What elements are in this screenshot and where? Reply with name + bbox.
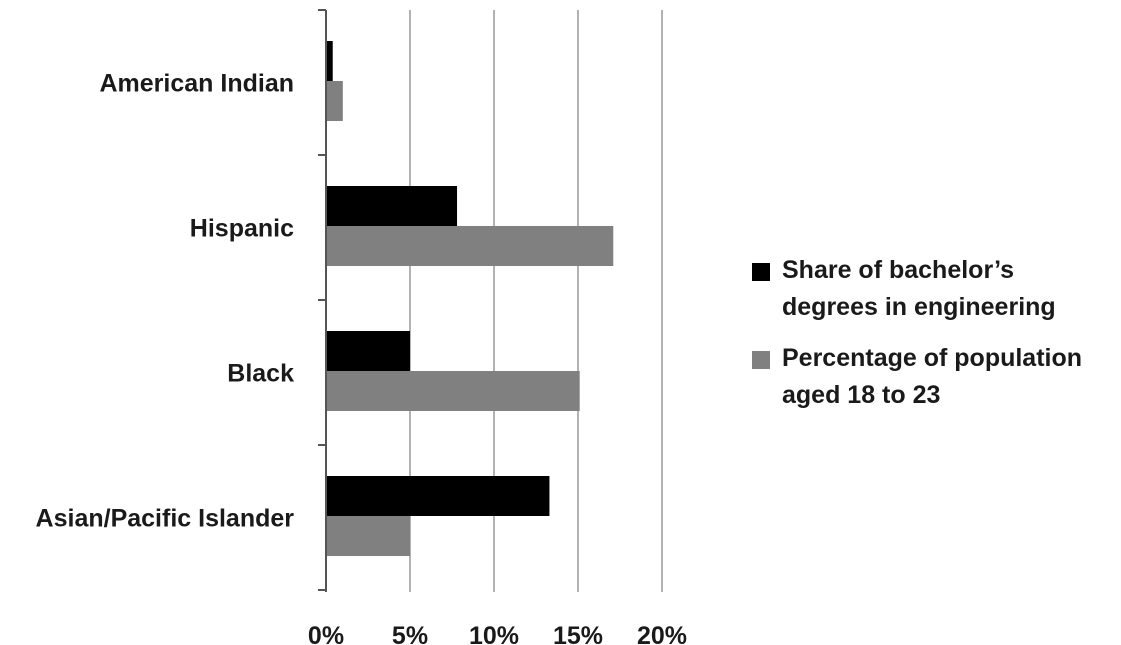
legend: Share of bachelor’s degrees in engineeri… [752, 252, 1112, 428]
x-tick-label: 20% [637, 622, 687, 645]
legend-swatch-black [752, 263, 770, 281]
y-tick-label: Asian/Pacific Islander [36, 505, 295, 533]
y-tick-label: Hispanic [190, 215, 294, 243]
y-tick-label: American Indian [100, 70, 295, 98]
legend-swatch-gray [752, 351, 770, 369]
bar-engineering-degrees [326, 331, 410, 371]
tick-labels: 0% 5% 10% 15% 20% American Indian Hispanic Blac… [36, 70, 687, 645]
bar-population-share [326, 516, 410, 556]
legend-item-population: Percentage of population aged 18 to 23 [752, 340, 1112, 414]
bar-engineering-degrees [326, 476, 550, 516]
legend-label-line: Percentage of population [782, 344, 1083, 372]
axes [318, 9, 327, 592]
bar-engineering-degrees [326, 186, 458, 226]
legend-label-line: degrees in engineering [782, 293, 1056, 321]
x-tick-label: 10% [469, 622, 519, 645]
x-tick-label: 15% [553, 622, 603, 645]
legend-label-line: Share of bachelor’s [782, 256, 1015, 284]
x-tick-label: 0% [308, 622, 344, 645]
bar-engineering-degrees [326, 41, 333, 81]
y-tick-label: Black [227, 360, 294, 388]
x-tick-label: 5% [392, 622, 428, 645]
legend-label-line: aged 18 to 23 [782, 381, 941, 409]
bar-population-share [326, 81, 343, 121]
bar-population-share [326, 226, 614, 266]
bars [326, 41, 614, 556]
bar-population-share [326, 371, 580, 411]
legend-item-engineering-degrees: Share of bachelor’s degrees in engineeri… [752, 252, 1112, 326]
